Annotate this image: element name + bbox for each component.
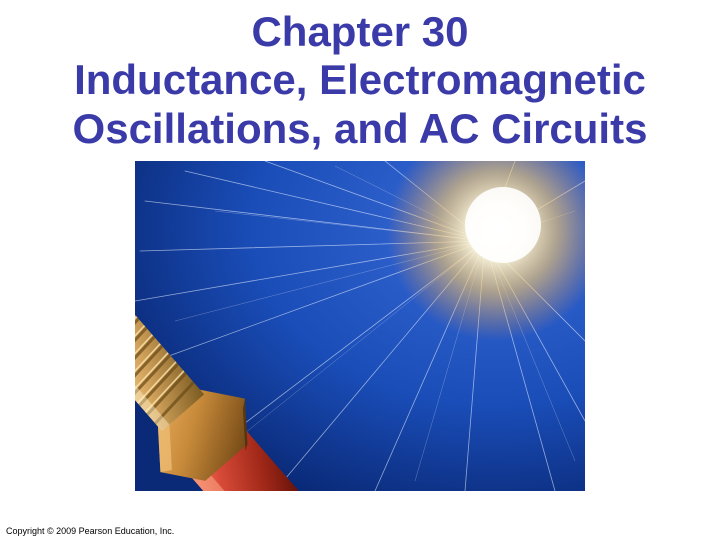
title-line-1: Chapter 30 [0,8,720,56]
chapter-title-block: Chapter 30 Inductance, Electromagnetic O… [0,0,720,153]
chapter-image [135,161,585,491]
spark-plug-illustration [135,161,585,491]
title-line-2: Inductance, Electromagnetic [0,56,720,104]
title-line-3: Oscillations, and AC Circuits [0,105,720,153]
copyright-text: Copyright © 2009 Pearson Education, Inc. [6,526,174,536]
